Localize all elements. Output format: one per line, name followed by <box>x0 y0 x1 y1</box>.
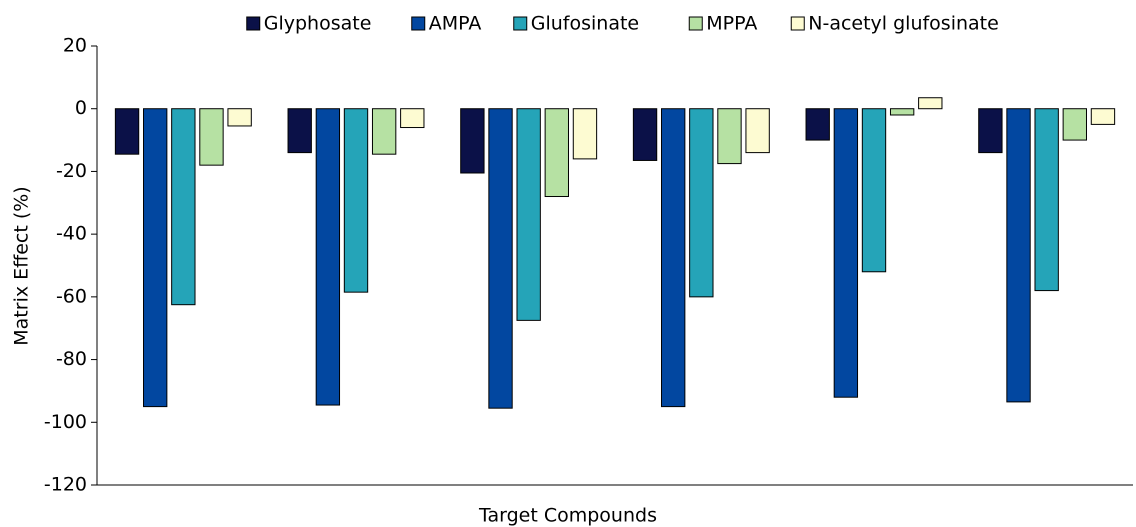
y-tick-label: -40 <box>56 223 87 245</box>
legend-label: AMPA <box>429 13 482 35</box>
legend-swatch <box>688 16 703 31</box>
legend-swatch <box>411 16 426 31</box>
y-tick-label: -120 <box>44 474 87 496</box>
legend-swatch <box>513 16 528 31</box>
bar <box>488 108 513 409</box>
bar <box>143 108 168 408</box>
bar <box>460 108 485 174</box>
legend-label: MPPA <box>706 13 757 35</box>
x-axis-label: Target Compounds <box>478 505 657 527</box>
bar <box>918 97 943 110</box>
bar <box>572 108 598 160</box>
y-tick-label: 20 <box>63 35 87 57</box>
y-tick-label: -60 <box>56 285 87 307</box>
bar <box>717 108 742 165</box>
bar <box>689 108 714 298</box>
bar <box>287 108 312 154</box>
y-axis-label: Matrix Effect (%) <box>11 186 33 345</box>
bar <box>805 108 830 141</box>
y-tick-label: -20 <box>56 160 87 182</box>
bar <box>745 108 770 154</box>
legend-swatch <box>790 16 805 31</box>
bar <box>516 108 541 321</box>
bar <box>889 108 915 116</box>
bar <box>114 108 140 155</box>
bar <box>1006 108 1031 403</box>
bar <box>371 108 397 155</box>
bar <box>400 108 425 129</box>
legend-label: Glyphosate <box>264 13 372 35</box>
legend-label: Glufosinate <box>531 13 639 35</box>
y-tick-label: 0 <box>75 97 87 119</box>
bar <box>1062 108 1087 141</box>
y-tick-label: -100 <box>44 411 87 433</box>
bar <box>343 108 369 293</box>
bar <box>833 108 859 398</box>
bar <box>171 108 196 306</box>
bar <box>1090 108 1116 125</box>
y-tick-label: -80 <box>56 348 87 370</box>
bar <box>199 108 224 166</box>
bar <box>544 108 569 198</box>
bar <box>978 108 1003 154</box>
bar <box>1034 108 1059 292</box>
legend-swatch <box>246 16 261 31</box>
bar <box>315 108 341 406</box>
bar <box>661 108 686 408</box>
bar <box>861 108 887 273</box>
legend-label: N-acetyl glufosinate <box>808 13 999 35</box>
bar <box>227 108 252 127</box>
bar <box>632 108 658 161</box>
